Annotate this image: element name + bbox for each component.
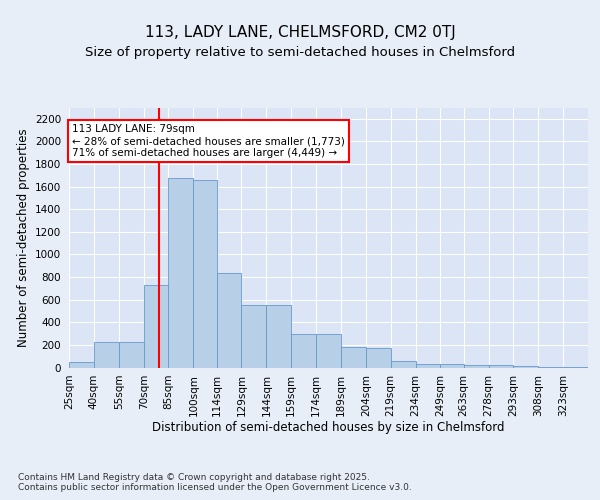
Bar xyxy=(193,180,217,368)
Bar xyxy=(143,285,169,368)
Bar xyxy=(94,342,119,367)
Text: 113 LADY LANE: 79sqm
← 28% of semi-detached houses are smaller (1,773)
71% of se: 113 LADY LANE: 79sqm ← 28% of semi-detac… xyxy=(73,124,345,158)
Bar xyxy=(366,348,391,368)
Bar xyxy=(169,178,193,368)
Bar xyxy=(341,347,366,368)
Bar xyxy=(464,364,488,368)
Bar xyxy=(538,366,563,368)
Y-axis label: Number of semi-detached properties: Number of semi-detached properties xyxy=(17,128,29,347)
Bar xyxy=(291,334,316,368)
Bar xyxy=(266,305,291,368)
Bar xyxy=(440,364,464,368)
Bar xyxy=(119,342,143,367)
Text: Contains HM Land Registry data © Crown copyright and database right 2025.
Contai: Contains HM Land Registry data © Crown c… xyxy=(18,472,412,492)
Bar xyxy=(514,366,538,368)
Bar xyxy=(69,362,94,368)
Bar xyxy=(416,364,440,368)
Bar xyxy=(316,334,341,368)
Text: 113, LADY LANE, CHELMSFORD, CM2 0TJ: 113, LADY LANE, CHELMSFORD, CM2 0TJ xyxy=(145,25,455,40)
Bar xyxy=(488,365,514,368)
Bar xyxy=(241,305,266,368)
Bar xyxy=(217,272,241,368)
Text: Size of property relative to semi-detached houses in Chelmsford: Size of property relative to semi-detach… xyxy=(85,46,515,59)
X-axis label: Distribution of semi-detached houses by size in Chelmsford: Distribution of semi-detached houses by … xyxy=(152,422,505,434)
Bar xyxy=(391,360,416,368)
